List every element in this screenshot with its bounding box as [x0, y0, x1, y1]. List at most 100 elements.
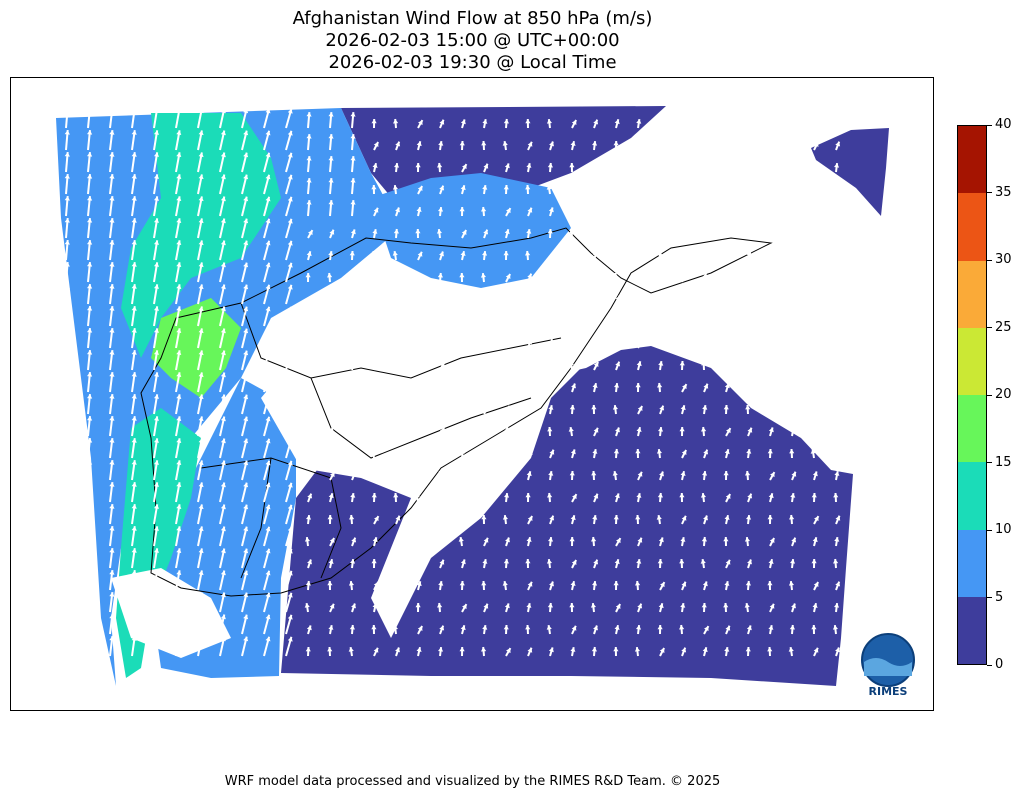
wind-arrow-head [525, 493, 531, 498]
wind-arrow-head [768, 251, 774, 256]
colorbar-segment [958, 529, 986, 597]
wind-arrow-head [439, 428, 445, 433]
wind-arrow-head [371, 185, 377, 190]
wind-arrow-head [418, 120, 423, 126]
wind-arrow-head [87, 504, 93, 509]
wind-arrow-head [638, 340, 643, 346]
wind-arrow-head [745, 207, 751, 212]
wind-arrow-head [351, 405, 357, 411]
wind-arrow-head [198, 284, 204, 290]
wind-arrow-head [615, 229, 621, 235]
wind-arrow-head [459, 405, 465, 410]
wind-arrow-head [679, 493, 685, 498]
wind-arrow-head [439, 625, 445, 631]
wind-arrow-head [812, 537, 818, 543]
wind-arrow-head [570, 647, 576, 652]
wind-arrow-head [329, 295, 335, 301]
wind-arrow-head [678, 251, 684, 256]
wind-arrow-head [416, 141, 422, 147]
wind-arrow-head [154, 394, 159, 399]
wind-arrow-head [393, 119, 399, 124]
wind-arrow-head [812, 163, 818, 168]
wind-arrow-head [64, 196, 70, 201]
wind-arrow-head [591, 537, 597, 542]
wind-arrow-head [265, 372, 271, 378]
wind-arrow-head [154, 350, 159, 355]
wind-arrow-head [395, 141, 401, 147]
wind-arrow-head [546, 119, 552, 124]
wind-arrow-head [701, 295, 707, 300]
wind-arrow-head [395, 515, 401, 521]
wind-arrow-head [243, 306, 249, 312]
wind-vectors [64, 107, 842, 657]
wind-arrow-head [504, 427, 510, 432]
wind-arrow-head [373, 339, 379, 345]
wind-arrow-head [287, 350, 293, 356]
wind-arrow-head [789, 383, 795, 388]
wind-arrow-head [87, 328, 93, 333]
wind-arrow-head [437, 339, 443, 344]
wind-arrow-head [812, 229, 818, 234]
wind-arrow-head [502, 141, 508, 146]
wind-arrow-head [304, 603, 310, 608]
wind-arrow-head [746, 251, 752, 257]
wind-arrow-head [725, 251, 731, 257]
wind-arrow-head [635, 383, 641, 388]
wind-arrow-head [659, 273, 665, 279]
wind-arrow-head [590, 603, 596, 608]
wind-arrow-head [701, 163, 707, 168]
wind-arrow-head [198, 504, 204, 510]
wind-arrow-head [306, 383, 312, 388]
wind-arrow-head [305, 339, 311, 344]
wind-arrow-head [87, 130, 93, 135]
wind-arrow-head [659, 339, 665, 345]
wind-arrow-head [703, 383, 709, 389]
wind-arrow-head [64, 636, 70, 641]
wind-arrow-head [503, 185, 509, 190]
wind-arrow-head [417, 251, 423, 257]
wind-arrow-head [198, 372, 204, 378]
wind-arrow-head [571, 625, 577, 631]
wind-arrow-head [811, 251, 817, 256]
wind-arrow-head [570, 141, 576, 146]
wind-arrow-head [64, 482, 70, 487]
wind-arrow-head [438, 515, 444, 520]
wind-arrow-head [220, 570, 226, 576]
wind-arrow-head [635, 251, 641, 256]
wind-arrow-head [768, 625, 774, 630]
wind-arrow-head [505, 339, 511, 345]
wind-arrow-head [550, 252, 555, 258]
wind-arrow-head [701, 603, 707, 608]
wind-arrow-head [681, 581, 687, 587]
wind-arrow-head [438, 141, 444, 146]
wind-arrow-head [373, 647, 379, 653]
wind-arrow-head [788, 647, 794, 652]
wind-arrow-head [591, 471, 597, 476]
wind-arrow-head [547, 603, 553, 608]
wind-arrow-head [659, 405, 665, 411]
wind-arrow-head [658, 229, 664, 234]
wind-arrow-head [64, 284, 70, 289]
wind-arrow-head [265, 152, 271, 158]
wind-arrow-head [459, 581, 465, 586]
wind-arrow-head [220, 416, 226, 422]
wind-arrow-head [265, 196, 271, 202]
wind-arrow-head [87, 240, 93, 245]
wind-arrow-head [660, 142, 665, 148]
wind-arrow-head [612, 405, 618, 410]
wind-arrow-head [198, 196, 204, 202]
wind-arrow-head [374, 516, 379, 522]
wind-arrow-head [613, 339, 619, 344]
wind-arrow-head [393, 295, 399, 300]
wind-arrow-head [395, 647, 400, 653]
wind-arrow-head [394, 537, 400, 542]
wind-arrow-head [439, 119, 445, 125]
wind-arrow-head [527, 339, 532, 345]
wind-arrow-head [154, 130, 159, 135]
wind-arrow-head [220, 526, 226, 532]
wind-arrow-head [198, 130, 204, 136]
colorbar-segment [958, 462, 986, 530]
wind-arrow-head [833, 493, 839, 498]
wind-arrow-head [87, 416, 93, 421]
wind-arrow-head [220, 438, 226, 444]
